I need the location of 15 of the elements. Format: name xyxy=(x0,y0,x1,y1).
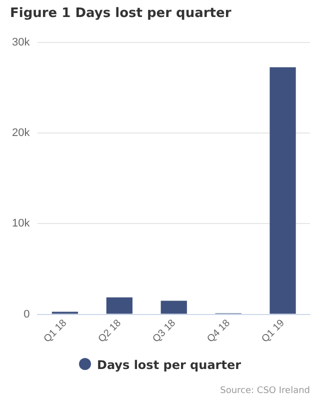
x-tick-label: Q1 19 xyxy=(260,317,288,345)
source-note: Source: CSO Ireland xyxy=(220,386,310,396)
x-tick-label: Q4 18 xyxy=(205,317,233,345)
bar xyxy=(160,300,187,314)
y-tick-label: 20k xyxy=(12,127,30,140)
legend-label: Days lost per quarter xyxy=(96,358,241,372)
x-tick-label: Q1 18 xyxy=(42,317,70,345)
x-tick-label: Q3 18 xyxy=(150,317,178,345)
bar xyxy=(270,67,296,314)
chart-title: Figure 1 Days lost per quarter xyxy=(10,6,232,21)
y-tick-label: 10k xyxy=(12,218,30,230)
x-tick-label: Q2 18 xyxy=(96,317,124,345)
y-tick-label: 30k xyxy=(12,36,30,49)
y-tick-label: 0 xyxy=(24,308,30,320)
bar xyxy=(106,297,132,314)
